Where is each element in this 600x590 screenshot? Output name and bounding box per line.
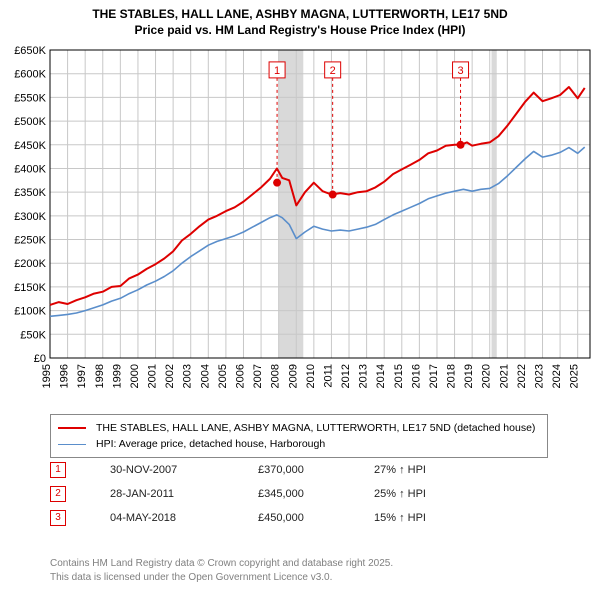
marker-price: £370,000	[258, 464, 374, 476]
svg-text:2010: 2010	[305, 364, 317, 388]
marker-date: 04-MAY-2018	[110, 512, 258, 524]
marker-delta: 25% ↑ HPI	[374, 488, 494, 500]
svg-text:£550K: £550K	[14, 92, 46, 104]
svg-text:1: 1	[274, 65, 280, 77]
svg-text:2011: 2011	[322, 364, 334, 388]
chart-title: THE STABLES, HALL LANE, ASHBY MAGNA, LUT…	[0, 0, 600, 38]
svg-text:2016: 2016	[410, 364, 422, 388]
svg-text:£200K: £200K	[14, 258, 46, 270]
legend-swatch	[58, 444, 86, 445]
marker-badge-icon: 1	[50, 462, 66, 478]
svg-text:2021: 2021	[498, 364, 510, 388]
marker-date: 30-NOV-2007	[110, 464, 258, 476]
svg-text:£500K: £500K	[14, 116, 46, 128]
svg-text:1996: 1996	[59, 364, 71, 388]
legend-item: THE STABLES, HALL LANE, ASHBY MAGNA, LUT…	[58, 420, 540, 436]
svg-text:2001: 2001	[147, 364, 159, 388]
marker-delta: 27% ↑ HPI	[374, 464, 494, 476]
table-row: 2 28-JAN-2011 £345,000 25% ↑ HPI	[50, 482, 494, 506]
svg-text:2015: 2015	[393, 364, 405, 388]
svg-text:2012: 2012	[340, 364, 352, 388]
svg-text:2009: 2009	[287, 364, 299, 388]
markers-table: 1 30-NOV-2007 £370,000 27% ↑ HPI 2 28-JA…	[50, 458, 494, 530]
marker-date: 28-JAN-2011	[110, 488, 258, 500]
legend-label: HPI: Average price, detached house, Harb…	[96, 438, 325, 450]
table-row: 3 04-MAY-2018 £450,000 15% ↑ HPI	[50, 506, 494, 530]
svg-text:1995: 1995	[41, 364, 53, 388]
svg-text:2017: 2017	[428, 364, 440, 388]
svg-text:1998: 1998	[94, 364, 106, 388]
svg-text:2005: 2005	[217, 364, 229, 388]
svg-text:2014: 2014	[375, 364, 387, 388]
svg-text:£250K: £250K	[14, 235, 46, 247]
svg-text:1999: 1999	[111, 364, 123, 388]
marker-price: £345,000	[258, 488, 374, 500]
svg-text:£150K: £150K	[14, 282, 46, 294]
svg-text:2025: 2025	[569, 364, 581, 388]
svg-text:£0: £0	[34, 353, 46, 365]
svg-text:2007: 2007	[252, 364, 264, 388]
svg-text:£600K: £600K	[14, 69, 46, 81]
footer-line1: Contains HM Land Registry data © Crown c…	[50, 557, 393, 571]
svg-text:2022: 2022	[516, 364, 528, 388]
footer-line2: This data is licensed under the Open Gov…	[50, 571, 393, 585]
marker-badge-icon: 3	[50, 510, 66, 526]
marker-price: £450,000	[258, 512, 374, 524]
svg-text:2020: 2020	[481, 364, 493, 388]
legend: THE STABLES, HALL LANE, ASHBY MAGNA, LUT…	[50, 414, 548, 458]
svg-text:£400K: £400K	[14, 163, 46, 175]
title-line1: THE STABLES, HALL LANE, ASHBY MAGNA, LUT…	[0, 6, 600, 22]
svg-text:£100K: £100K	[14, 306, 46, 318]
legend-item: HPI: Average price, detached house, Harb…	[58, 436, 540, 452]
table-row: 1 30-NOV-2007 £370,000 27% ↑ HPI	[50, 458, 494, 482]
svg-text:£650K: £650K	[14, 46, 46, 57]
svg-text:2004: 2004	[199, 364, 211, 388]
svg-text:2002: 2002	[164, 364, 176, 388]
legend-swatch	[58, 427, 86, 429]
svg-text:£450K: £450K	[14, 140, 46, 152]
svg-text:2: 2	[330, 65, 336, 77]
svg-text:£350K: £350K	[14, 187, 46, 199]
title-line2: Price paid vs. HM Land Registry's House …	[0, 22, 600, 38]
svg-text:2013: 2013	[358, 364, 370, 388]
svg-text:2000: 2000	[129, 364, 141, 388]
marker-badge-icon: 2	[50, 486, 66, 502]
svg-text:2024: 2024	[551, 364, 563, 388]
svg-text:2023: 2023	[534, 364, 546, 388]
svg-text:£50K: £50K	[20, 329, 46, 341]
svg-text:2018: 2018	[446, 364, 458, 388]
svg-text:2006: 2006	[234, 364, 246, 388]
svg-text:2003: 2003	[182, 364, 194, 388]
svg-text:1997: 1997	[76, 364, 88, 388]
svg-text:2008: 2008	[270, 364, 282, 388]
svg-text:2019: 2019	[463, 364, 475, 388]
footer-attribution: Contains HM Land Registry data © Crown c…	[50, 557, 393, 584]
svg-text:£300K: £300K	[14, 211, 46, 223]
line-chart: £0 £50K £100K £150K £200K £250K £300K £350K £400…	[2, 46, 598, 406]
legend-label: THE STABLES, HALL LANE, ASHBY MAGNA, LUT…	[96, 422, 535, 434]
marker-delta: 15% ↑ HPI	[374, 512, 494, 524]
svg-text:3: 3	[457, 65, 463, 77]
